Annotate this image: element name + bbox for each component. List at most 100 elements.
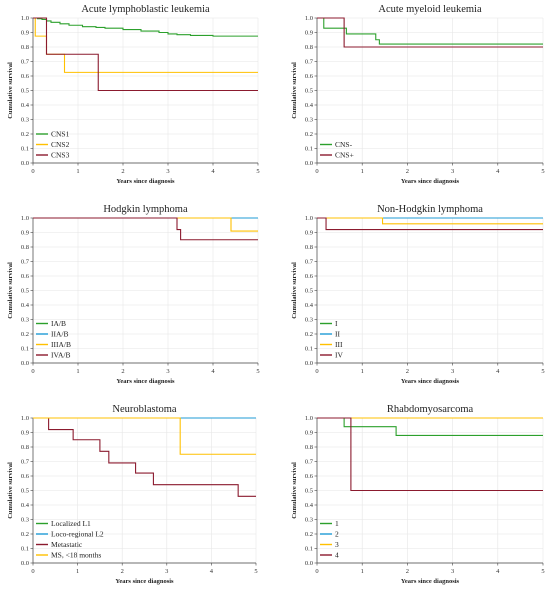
x-tick-label: 1 <box>361 368 364 375</box>
y-tick-label: 0.6 <box>21 273 30 280</box>
y-axis-label: Cumulative survival <box>7 462 14 519</box>
y-tick-label: 0.6 <box>21 473 30 480</box>
x-tick-label: 4 <box>211 168 215 175</box>
y-tick-label: 0.2 <box>305 331 313 338</box>
chart-title: Non-Hodgkin lymphoma <box>377 204 483 215</box>
y-tick-label: 1.0 <box>305 415 313 422</box>
x-tick-label: 4 <box>496 368 500 375</box>
y-tick-label: 0.9 <box>21 30 29 37</box>
y-tick-label: 0.3 <box>21 317 29 324</box>
x-tick-label: 5 <box>541 568 544 575</box>
y-tick-label: 1.0 <box>21 415 29 422</box>
y-tick-label: 0.7 <box>21 59 30 66</box>
y-tick-label: 0.3 <box>21 517 29 524</box>
chart-title: Hodgkin lymphoma <box>103 204 188 215</box>
x-tick-label: 2 <box>406 368 409 375</box>
y-tick-label: 0.1 <box>21 546 29 553</box>
y-tick-label: 1.0 <box>305 215 313 222</box>
legend-label: CNS3 <box>51 151 70 160</box>
x-tick-label: 5 <box>541 368 544 375</box>
x-tick-label: 4 <box>210 568 214 575</box>
x-tick-label: 1 <box>76 368 79 375</box>
legend-label: 1 <box>335 519 339 528</box>
y-tick-label: 0.9 <box>21 430 29 437</box>
y-tick-label: 0.9 <box>305 430 313 437</box>
x-axis-label: Years since diagnosis <box>116 378 175 385</box>
series-line <box>33 17 258 37</box>
x-tick-label: 0 <box>31 168 34 175</box>
y-tick-label: 0.7 <box>305 459 314 466</box>
x-tick-label: 1 <box>361 568 364 575</box>
y-tick-label: 0.1 <box>305 546 313 553</box>
y-axis-label: Cumulative survival <box>291 62 298 119</box>
legend-label: Localized L1 <box>51 519 91 528</box>
y-axis-label: Cumulative survival <box>291 462 298 519</box>
series-line <box>317 217 543 225</box>
legend-label: III <box>335 340 343 349</box>
y-tick-label: 0.5 <box>21 88 29 95</box>
x-tick-label: 3 <box>451 168 454 175</box>
y-tick-label: 0.3 <box>305 317 313 324</box>
x-tick-label: 3 <box>451 368 454 375</box>
y-tick-label: 0.4 <box>21 502 30 509</box>
y-tick-label: 0.5 <box>305 288 313 295</box>
y-tick-label: 1.0 <box>21 15 29 22</box>
y-tick-label: 0.2 <box>21 131 29 138</box>
y-tick-label: 0.8 <box>21 444 29 451</box>
legend-label: 4 <box>335 551 339 560</box>
y-tick-label: 0.4 <box>305 302 314 309</box>
y-tick-label: 0.7 <box>21 259 30 266</box>
chart-panel: 0.0 0.1 0.2 0.3 0.4 0.5 0.6 0.7 0.8 0.9 1.0 0 1 2 3 4 5 N… <box>291 204 545 385</box>
x-axis-label: Years since diagnosis <box>401 578 460 585</box>
y-tick-label: 0.4 <box>305 102 314 109</box>
y-tick-label: 0.0 <box>21 560 29 567</box>
legend-label: 3 <box>335 540 339 549</box>
chart-title: Rhabdomyosarcoma <box>387 404 474 415</box>
series-line <box>317 417 543 492</box>
x-tick-label: 3 <box>166 368 169 375</box>
x-axis-label: Years since diagnosis <box>401 378 460 385</box>
legend-label: CNS- <box>335 140 353 149</box>
legend-label: IIA/B <box>51 330 69 339</box>
y-tick-label: 0.8 <box>305 244 313 251</box>
legend-label: Loco-regional L2 <box>51 530 104 539</box>
x-tick-label: 4 <box>496 568 500 575</box>
y-tick-label: 0.2 <box>21 531 29 538</box>
legend-label: CNS+ <box>335 151 354 160</box>
x-tick-label: 5 <box>256 168 259 175</box>
x-tick-label: 0 <box>315 568 318 575</box>
chart-title: Neuroblastoma <box>112 404 176 415</box>
series-line <box>33 217 258 241</box>
x-axis-label: Years since diagnosis <box>115 578 174 585</box>
y-axis-label: Cumulative survival <box>7 62 14 119</box>
series-line <box>33 417 256 497</box>
y-tick-label: 0.9 <box>305 230 313 237</box>
chart-title: Acute lymphoblastic leukemia <box>81 4 210 15</box>
y-tick-label: 0.8 <box>21 244 29 251</box>
legend-label: IA/B <box>51 319 66 328</box>
y-tick-label: 0.7 <box>21 459 30 466</box>
y-tick-label: 0.0 <box>305 160 313 167</box>
y-tick-label: 0.3 <box>305 117 313 124</box>
y-tick-label: 0.8 <box>21 44 29 51</box>
y-tick-label: 0.6 <box>305 73 314 80</box>
y-tick-label: 0.5 <box>21 288 29 295</box>
chart-panel: 0.0 0.1 0.2 0.3 0.4 0.5 0.6 0.7 0.8 0.9 1.0 0 1 2 3 4 5 A… <box>7 4 260 185</box>
y-tick-label: 0.2 <box>305 531 313 538</box>
series-line <box>317 17 543 48</box>
y-tick-label: 0.0 <box>305 560 313 567</box>
chart-panel: 0.00.10.20.30.40.50.60.70.80.91.00 1 2 3 4 5R… <box>291 404 545 585</box>
y-tick-label: 0.8 <box>305 444 313 451</box>
legend-label: II <box>335 330 340 339</box>
legend-label: IV <box>335 351 343 360</box>
chart-panel: 0.0 0.1 0.2 0.3 0.4 0.5 0.6 0.7 0.8 0.9 1.0 0 1 2 3 4 5 A… <box>291 4 545 185</box>
x-tick-label: 2 <box>121 368 124 375</box>
y-tick-label: 0.7 <box>305 59 314 66</box>
y-tick-label: 0.6 <box>21 73 30 80</box>
x-tick-label: 2 <box>406 568 409 575</box>
y-tick-label: 0.5 <box>305 88 313 95</box>
legend-label: CNS1 <box>51 130 70 139</box>
y-tick-label: 0.1 <box>305 146 313 153</box>
y-tick-label: 0.1 <box>21 146 29 153</box>
y-tick-label: 0.3 <box>305 517 313 524</box>
